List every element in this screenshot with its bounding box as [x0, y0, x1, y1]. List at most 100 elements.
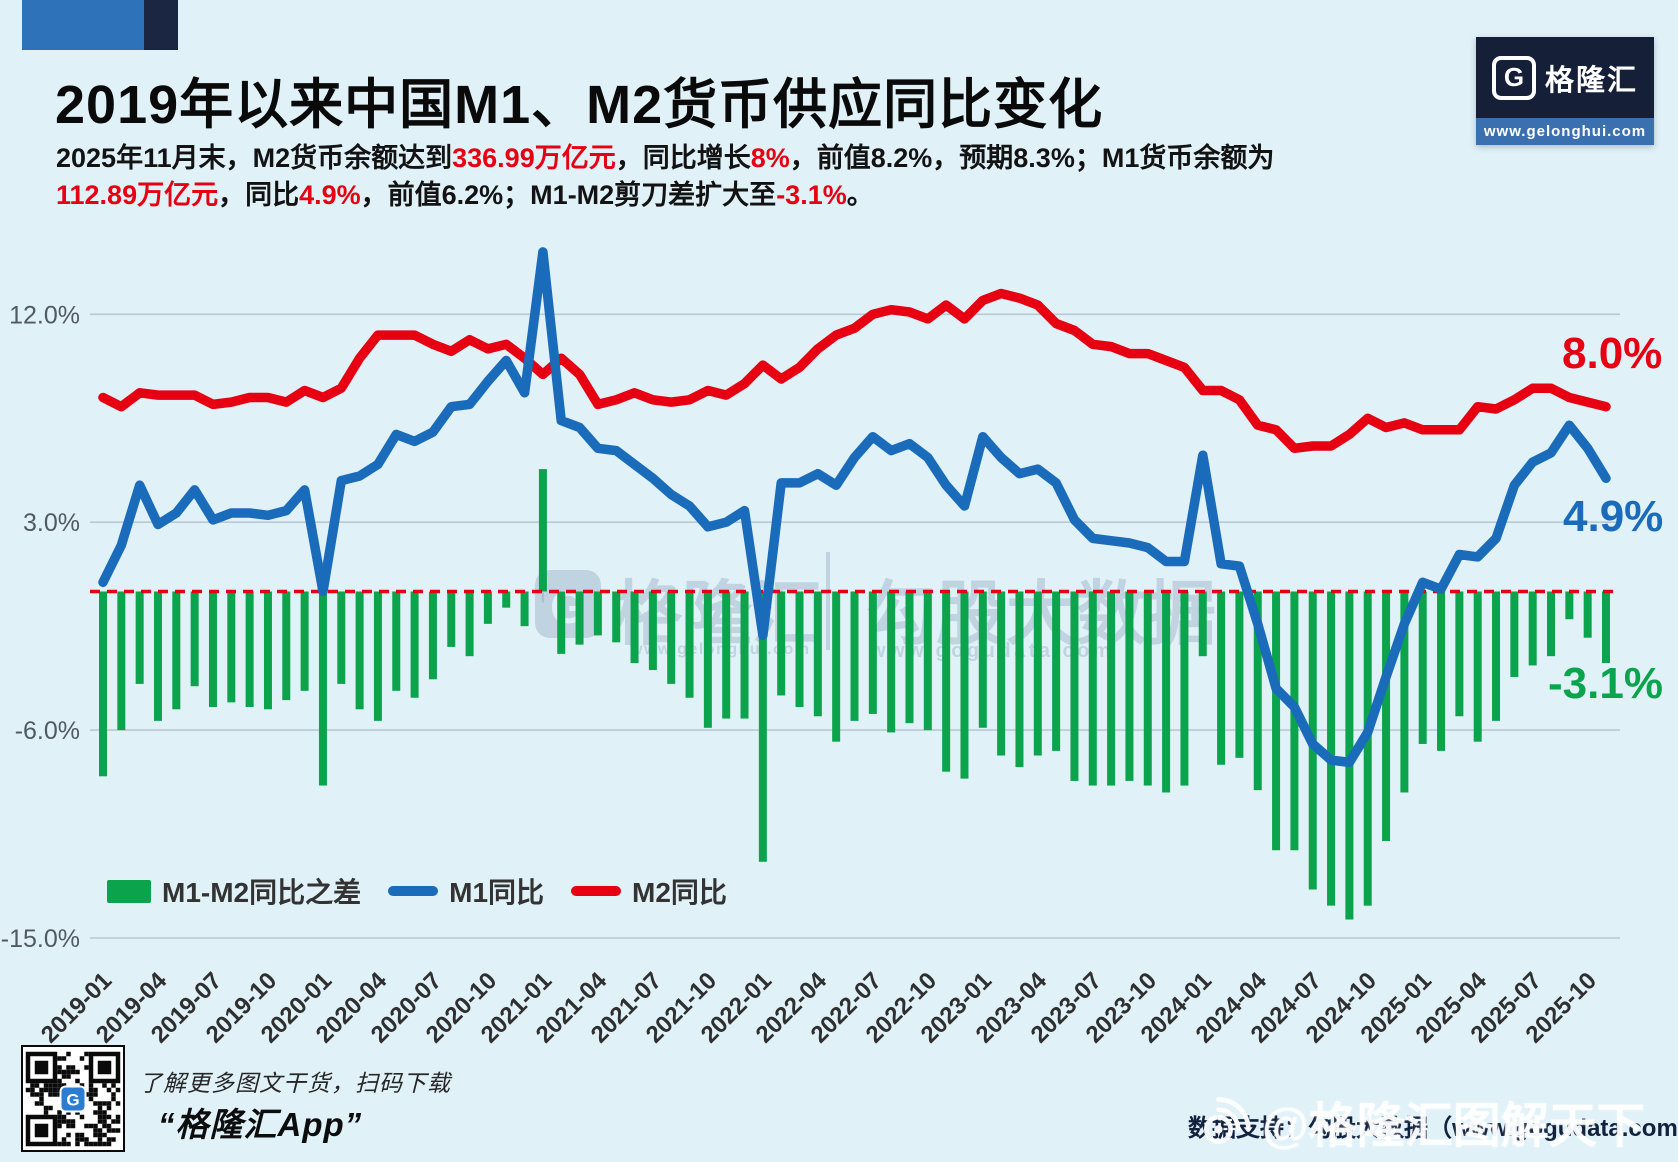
qr-module [102, 1132, 107, 1137]
qr-module [61, 1136, 67, 1142]
qr-module [88, 1123, 94, 1128]
diff-bar [1107, 591, 1116, 786]
diff-bar [758, 591, 767, 862]
diff-bar [1327, 591, 1336, 906]
data-source-text: 数据支持：勾股大数据（www.gogudata.com） [1188, 1115, 1678, 1142]
qr-module [52, 1091, 58, 1097]
subtitle-segment: 336.99万亿元 [452, 143, 616, 173]
brand-logo: G 格隆汇 www.gelonghui.com [1476, 37, 1654, 145]
diff-bar [1052, 591, 1061, 751]
qr-module [111, 1082, 116, 1088]
legend-label: M1-M2同比之差 [162, 877, 362, 908]
diff-bar [1217, 591, 1226, 765]
diff-bar [172, 591, 181, 710]
diff-bar [263, 591, 272, 710]
qr-module [66, 1051, 71, 1056]
qr-module [70, 1118, 76, 1124]
qr-module [102, 1123, 107, 1128]
diff-bar [1070, 591, 1079, 781]
qr-module [79, 1136, 85, 1142]
qr-module [93, 1100, 98, 1106]
diff-bar [410, 591, 419, 698]
qr-module [106, 1087, 112, 1092]
qr-module [52, 1087, 58, 1092]
qr-module [93, 1127, 98, 1133]
qr-module [93, 1141, 98, 1146]
diff-bar [1253, 591, 1262, 791]
brand-logo-top: G 格隆汇 [1476, 37, 1654, 118]
qr-module [115, 1100, 121, 1106]
qr-module [57, 1055, 62, 1061]
qr-module [43, 1087, 49, 1092]
qr-module [88, 1087, 94, 1092]
diff-bar [612, 591, 621, 643]
diff-bar [190, 591, 199, 687]
qr-pattern: G [25, 1051, 121, 1146]
qr-module [102, 1141, 107, 1146]
qr-module [102, 1114, 107, 1119]
diff-bar [373, 591, 382, 721]
subtitle-segment: 112.89万亿元 [56, 180, 219, 210]
diff-bar [117, 591, 126, 731]
qr-module [66, 1073, 71, 1079]
qr-module [97, 1114, 103, 1119]
qr-module [39, 1100, 44, 1106]
diff-bar [1143, 591, 1152, 786]
qr-center-g: G [66, 1090, 79, 1109]
diff-bar [832, 591, 841, 742]
qr-module [97, 1127, 103, 1133]
corner-decoration-navy [144, 0, 178, 50]
qr-module [102, 1100, 107, 1106]
qr-finder [34, 1060, 49, 1074]
qr-module [30, 1087, 35, 1092]
diff-bar [1125, 591, 1134, 781]
subtitle-line: 2025年11月末，M2货币余额达到336.99万亿元，同比增长8%，前值8.2… [56, 140, 1274, 177]
diff-bar [703, 591, 712, 728]
qr-module [57, 1082, 62, 1088]
qr-module [115, 1087, 121, 1092]
qr-module [84, 1141, 89, 1146]
qr-module [106, 1100, 112, 1106]
diff-bar [1363, 591, 1372, 906]
qr-module [102, 1082, 107, 1088]
qr-module [39, 1096, 44, 1101]
qr-module [84, 1051, 89, 1056]
qr-module [57, 1118, 62, 1124]
diff-bar [153, 591, 162, 721]
corner-decoration-blue [22, 0, 144, 50]
qr-module [70, 1064, 76, 1070]
diff-bar [593, 591, 602, 636]
diff-bar [1547, 591, 1556, 657]
qr-module [66, 1132, 71, 1137]
qr-module [48, 1082, 53, 1088]
watermark-brand: 格隆汇 [612, 575, 822, 653]
diff-bar [740, 591, 749, 719]
diff-bar [318, 591, 327, 786]
qr-module [88, 1091, 94, 1097]
diff-bar [1272, 591, 1281, 851]
qr-module [111, 1091, 116, 1097]
diff-bar [1400, 591, 1409, 793]
diff-bar [1565, 591, 1574, 620]
watermark-text: @格隆汇图解天下 [1262, 1100, 1645, 1153]
diff-bar [208, 591, 217, 707]
qr-module [97, 1136, 103, 1142]
qr-module [25, 1087, 31, 1092]
qr-module [106, 1114, 112, 1119]
qr-module [75, 1069, 80, 1074]
subtitle: 2025年11月末，M2货币余额达到336.99万亿元，同比增长8%，前值8.2… [56, 140, 1274, 214]
diff-bar [1583, 591, 1592, 638]
diff-bar [777, 591, 786, 696]
diff-bar [1033, 591, 1042, 756]
qr-tip-text: 了解更多图文干货，扫码下载 [139, 1070, 451, 1096]
qr-module [106, 1136, 112, 1142]
qr-module [34, 1091, 40, 1097]
diff-bar [960, 591, 969, 779]
qr-module [111, 1096, 116, 1101]
diff-bar [227, 591, 236, 703]
diff-bar [1088, 591, 1097, 786]
watermark-broadcast-icon [1203, 1097, 1251, 1144]
subtitle-segment: ，前值8.2%，预期8.3%；M1货币余额为 [789, 143, 1275, 173]
qr-module [93, 1132, 98, 1137]
